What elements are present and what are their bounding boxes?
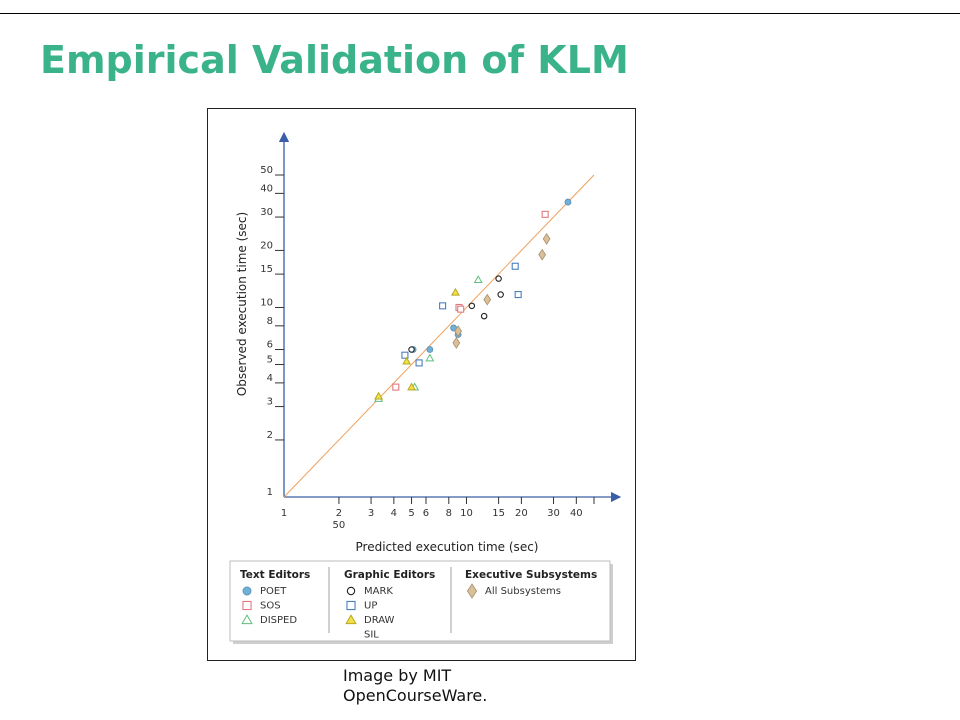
disped-point <box>473 275 483 283</box>
sos-point <box>392 383 400 391</box>
up-point <box>401 351 409 359</box>
legend-disped-icon <box>241 614 253 625</box>
legend-all-subsystems-icon <box>466 583 478 599</box>
disped-point <box>425 353 435 362</box>
x-tick-label: 8 <box>446 508 452 519</box>
y-tick-label: 10 <box>260 297 273 308</box>
legend-item-label: All Subsystems <box>485 586 561 597</box>
all-subsystems-point <box>538 248 547 261</box>
draw-sil-point <box>407 382 416 391</box>
y-tick-label: 3 <box>267 397 273 408</box>
x-tick-label: 50 <box>333 520 346 531</box>
y-tick-label: 1 <box>267 487 273 498</box>
legend-draw-icon <box>345 614 357 625</box>
x-tick-label: 10 <box>460 508 473 519</box>
legend-group-title: Graphic Editors <box>344 569 435 581</box>
legend-item-label: DISPED <box>260 615 297 626</box>
y-tick-label: 20 <box>260 240 273 251</box>
y-tick-label: 40 <box>260 183 273 194</box>
up-point <box>415 359 423 367</box>
up-point <box>511 262 519 270</box>
mark-point <box>495 275 502 282</box>
legend-item-label: SOS <box>260 601 281 612</box>
draw-sil-point <box>374 391 384 400</box>
legend-item-label: POET <box>260 586 287 597</box>
up-point <box>514 291 522 299</box>
legend-item-label: DRAW <box>364 615 395 626</box>
x-axis-label: Predicted execution time (sec) <box>356 540 539 554</box>
legend-poet-icon <box>242 586 252 596</box>
legend-item-label: UP <box>364 601 377 612</box>
mark-point <box>497 291 504 298</box>
y-tick-label: 15 <box>260 264 273 275</box>
top-rule <box>0 13 960 14</box>
poet-point <box>564 198 572 206</box>
legend-group-title: Text Editors <box>240 569 310 581</box>
x-tick-label: 6 <box>423 508 429 519</box>
all-subsystems-point <box>452 337 461 349</box>
x-tick-label: 5 <box>408 508 414 519</box>
reference-line <box>283 174 595 498</box>
slide-title: Empirical Validation of KLM <box>40 38 629 82</box>
legend-item-label: MARK <box>364 586 393 597</box>
y-tick-label: 50 <box>260 165 273 176</box>
chart-frame: 1 2 3 4 5 6 8 10 15 20 30 40 50 1 2 3 4 5 6 8 10 15 20 30 40 50 P… <box>207 108 636 661</box>
x-tick-label: 20 <box>515 508 528 519</box>
x-tick-label: 2 <box>336 508 342 519</box>
y-tick-label: 8 <box>267 316 273 327</box>
legend-item-label: SIL <box>364 630 379 641</box>
y-tick-label: 30 <box>260 207 273 218</box>
legend-box <box>229 560 611 642</box>
y-axis-label: Observed execution time (sec) <box>235 212 249 396</box>
mark-point <box>468 302 476 310</box>
x-tick-label: 30 <box>547 508 560 519</box>
x-tick-label: 3 <box>368 508 374 519</box>
mark-point <box>480 312 488 320</box>
all-subsystems-point <box>454 325 462 338</box>
legend-sos-icon <box>242 600 252 611</box>
sos-point <box>541 210 549 218</box>
legend-up-icon <box>346 600 356 611</box>
sos-point <box>457 305 465 313</box>
y-tick-label: 6 <box>267 340 273 351</box>
mark-point <box>408 346 415 353</box>
y-tick-label: 5 <box>267 355 273 366</box>
x-tick-label: 40 <box>570 508 583 519</box>
x-tick-label: 15 <box>492 508 505 519</box>
x-tick-label: 4 <box>391 508 397 519</box>
all-subsystems-point <box>542 232 551 245</box>
y-tick-label: 2 <box>267 430 273 441</box>
image-caption: Image by MIT OpenCourseWare. <box>343 666 488 705</box>
legend-group-title: Executive Subsystems <box>465 569 597 581</box>
legend: Text Editors POET SOS DISPED Graphic Editors… <box>229 560 613 644</box>
legend-mark-icon <box>346 586 356 596</box>
poet-point <box>426 346 434 353</box>
y-tick-label: 4 <box>267 373 273 384</box>
draw-sil-point <box>402 356 412 365</box>
x-tick-label: 1 <box>281 508 287 519</box>
up-point <box>439 302 447 310</box>
draw-sil-point <box>450 287 460 296</box>
all-subsystems-point <box>483 293 492 306</box>
